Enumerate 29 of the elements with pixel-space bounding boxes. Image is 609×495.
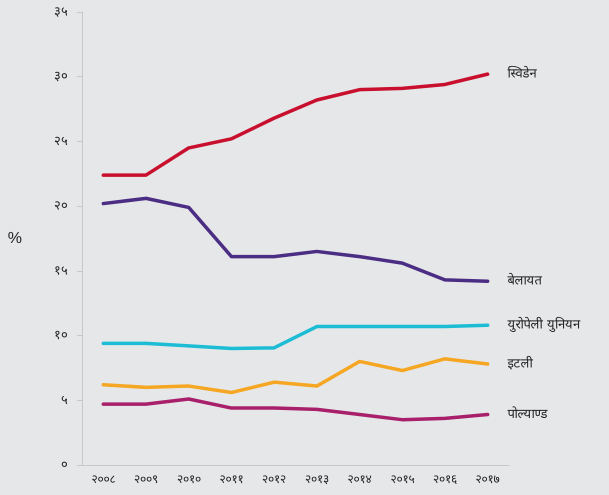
x-tick-label: २००९ xyxy=(134,472,158,486)
line-series xyxy=(102,72,490,177)
x-tick-label: २००८ xyxy=(91,472,116,486)
line-series xyxy=(102,357,490,394)
y-tick-label: १५ xyxy=(54,263,68,278)
line-series xyxy=(102,323,490,350)
series-label: युरोपेली युनियन xyxy=(508,316,581,333)
y-tick-label: २० xyxy=(54,198,68,214)
series-label: इटली xyxy=(508,356,534,372)
x-tick-label: २०१६ xyxy=(432,472,457,486)
y-tick-label: ५ xyxy=(61,392,68,408)
y-tick-label: १० xyxy=(54,328,68,344)
x-tick-label: २०१५ xyxy=(390,472,414,486)
x-tick-label: २०१० xyxy=(176,472,201,486)
y-tick-label: ३५ xyxy=(54,4,68,20)
x-tick-label: २०१२ xyxy=(262,472,286,486)
x-tick-label: २०१७ xyxy=(476,472,500,486)
x-tick-label: २०११ xyxy=(219,472,244,486)
line-series xyxy=(102,397,490,422)
y-tick-label: ३० xyxy=(54,69,68,84)
line-series xyxy=(102,196,490,283)
series-label: बेलायत xyxy=(508,272,543,289)
x-tick-label: २०१४ xyxy=(348,472,372,486)
series-label: स्विडेन xyxy=(508,66,538,82)
y-tick-label: ० xyxy=(61,458,68,472)
y-axis-title: % xyxy=(8,230,22,247)
x-tick-label: २०१३ xyxy=(304,472,329,486)
y-tick-label: २५ xyxy=(54,134,68,149)
series-label: पोल्याण्ड xyxy=(508,406,549,422)
